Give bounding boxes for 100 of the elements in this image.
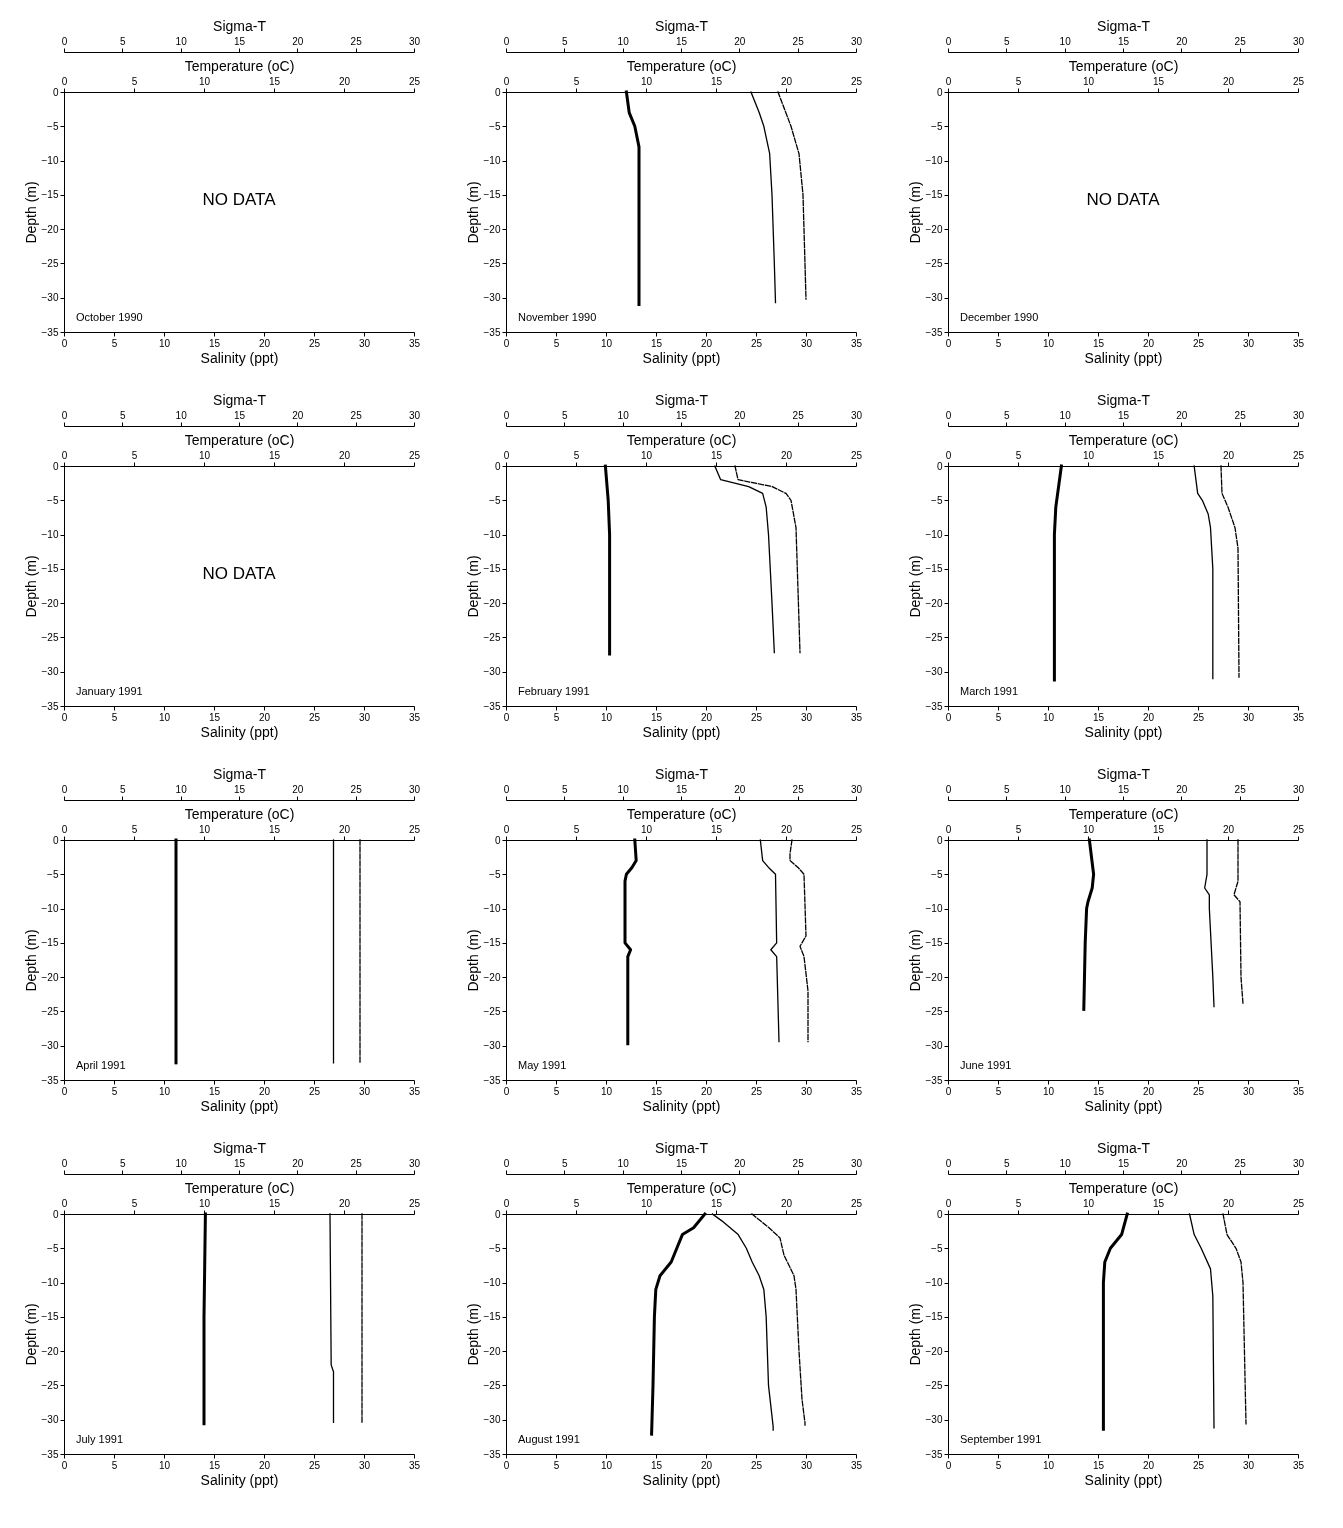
x-tick-label: 25 (750, 711, 763, 723)
x2-tick-label: 25 (1292, 823, 1305, 835)
x-tick-label: 35 (1292, 1085, 1305, 1097)
x-tick-label: 5 (111, 337, 118, 349)
annotation: July 1991 (76, 1433, 124, 1445)
x-tick-label: 10 (1042, 337, 1055, 349)
annotation: NO DATA (202, 564, 277, 583)
y-tick-label: −30 (483, 1414, 501, 1426)
x2-tick-label: 15 (710, 75, 723, 87)
y-tick-label: −10 (483, 529, 501, 541)
x2-tick-label: 15 (1152, 823, 1165, 835)
x-tick-label: 35 (850, 1459, 863, 1471)
y-tick-label: −5 (489, 1242, 501, 1254)
x-tick-label: 10 (1059, 35, 1072, 47)
y-tick-label: 0 (494, 834, 501, 846)
y-tick-label: −35 (925, 700, 943, 712)
x-tick-label: 10 (175, 783, 188, 795)
x-tick-label: 10 (600, 1459, 613, 1471)
x-tick-label: 20 (1176, 783, 1188, 795)
y-tick-label: −35 (41, 700, 59, 712)
y-tick-label: −5 (47, 1242, 59, 1254)
x-tick-label: 10 (158, 337, 171, 349)
x-axis-title: Salinity (ppt) (642, 1097, 721, 1114)
x-tick-label: 15 (675, 409, 688, 421)
x2-tick-label: 15 (1152, 1197, 1165, 1209)
x-tick-label: 25 (750, 1085, 763, 1097)
x-tick-label: 5 (120, 35, 127, 47)
x2-tick-label: 15 (268, 75, 281, 87)
y-tick-label: −15 (925, 563, 943, 575)
x-tick-label: 35 (408, 1085, 421, 1097)
x-tick-label: 5 (995, 1085, 1002, 1097)
x2-tick-label: 25 (408, 823, 421, 835)
annotation: January 1991 (76, 685, 143, 697)
x2-tick-label: 5 (131, 75, 138, 87)
x2-tick-label: 0 (945, 823, 952, 835)
x2-tick-label: 20 (338, 449, 351, 461)
x-tick-label: 15 (1117, 35, 1130, 47)
y-tick-label: −30 (41, 292, 59, 304)
y-tick-label: −20 (925, 971, 943, 983)
x2-axis-title: Temperature (oC) (184, 431, 295, 448)
x-tick-label: 0 (503, 1085, 510, 1097)
x-tick-label: 15 (208, 711, 221, 723)
x2-tick-label: 25 (1292, 1197, 1305, 1209)
y-tick-label: −25 (41, 1005, 59, 1017)
y-axis-title: Depth (m) (464, 929, 481, 992)
x2-tick-label: 15 (1152, 75, 1165, 87)
y-tick-label: −25 (483, 631, 501, 643)
y-tick-label: −15 (483, 189, 501, 201)
x-tick-label: 30 (408, 409, 421, 421)
x2-tick-label: 10 (198, 823, 211, 835)
y-tick-label: −25 (925, 257, 943, 269)
x-tick-label: 25 (350, 1157, 363, 1169)
x-axis-title: Salinity (ppt) (642, 349, 721, 366)
y-tick-label: −10 (483, 1277, 501, 1289)
x-tick-label: 30 (1242, 711, 1255, 723)
y-tick-label: −5 (47, 868, 59, 880)
x-tick-label: 10 (617, 35, 630, 47)
x-tick-label: 30 (1242, 1085, 1255, 1097)
y-tick-label: −25 (925, 1379, 943, 1391)
y-tick-label: −35 (483, 1448, 501, 1460)
y-tick-label: −15 (483, 1311, 501, 1323)
y-tick-label: −20 (41, 971, 59, 983)
y-tick-label: 0 (52, 460, 59, 472)
x-tick-label: 15 (1092, 1459, 1105, 1471)
x-tick-label: 20 (700, 1085, 713, 1097)
annotation: February 1991 (518, 685, 590, 697)
x-tick-label: 20 (292, 409, 304, 421)
annotation: December 1990 (960, 311, 1039, 323)
y-tick-label: −30 (483, 666, 501, 678)
y-tick-label: −35 (41, 1448, 59, 1460)
y-tick-label: −20 (483, 597, 501, 609)
x-tick-label: 0 (945, 1157, 952, 1169)
x2-axis-title: Temperature (oC) (626, 431, 737, 448)
x2-tick-label: 0 (503, 75, 510, 87)
y-tick-label: −20 (41, 597, 59, 609)
x-tick-label: 20 (292, 783, 304, 795)
y-tick-label: 0 (52, 834, 59, 846)
x-tick-label: 15 (1092, 337, 1105, 349)
y-tick-label: 0 (494, 1208, 501, 1220)
x-tick-label: 10 (600, 711, 613, 723)
annotation: May 1991 (518, 1059, 567, 1071)
x-axis-title: Salinity (ppt) (1084, 1097, 1163, 1114)
x-tick-label: 0 (61, 337, 68, 349)
x-tick-label: 25 (308, 1085, 321, 1097)
y-tick-label: −20 (41, 223, 59, 235)
x-tick-label: 20 (700, 1459, 713, 1471)
x-tick-label: 20 (258, 337, 271, 349)
x2-tick-label: 15 (1152, 449, 1165, 461)
x-tick-label: 5 (562, 783, 569, 795)
x-axis-title: Salinity (ppt) (1084, 349, 1163, 366)
x-tick-label: 15 (1117, 1157, 1130, 1169)
x-tick-label: 30 (800, 337, 813, 349)
x-tick-label: 0 (503, 35, 510, 47)
x-tick-label: 10 (1059, 409, 1072, 421)
x-tick-label: 30 (1242, 337, 1255, 349)
x2-tick-label: 25 (408, 75, 421, 87)
y-tick-label: −30 (483, 292, 501, 304)
x2-tick-label: 10 (1082, 449, 1095, 461)
x-tick-label: 30 (358, 1459, 371, 1471)
x-tick-label: 15 (650, 337, 663, 349)
